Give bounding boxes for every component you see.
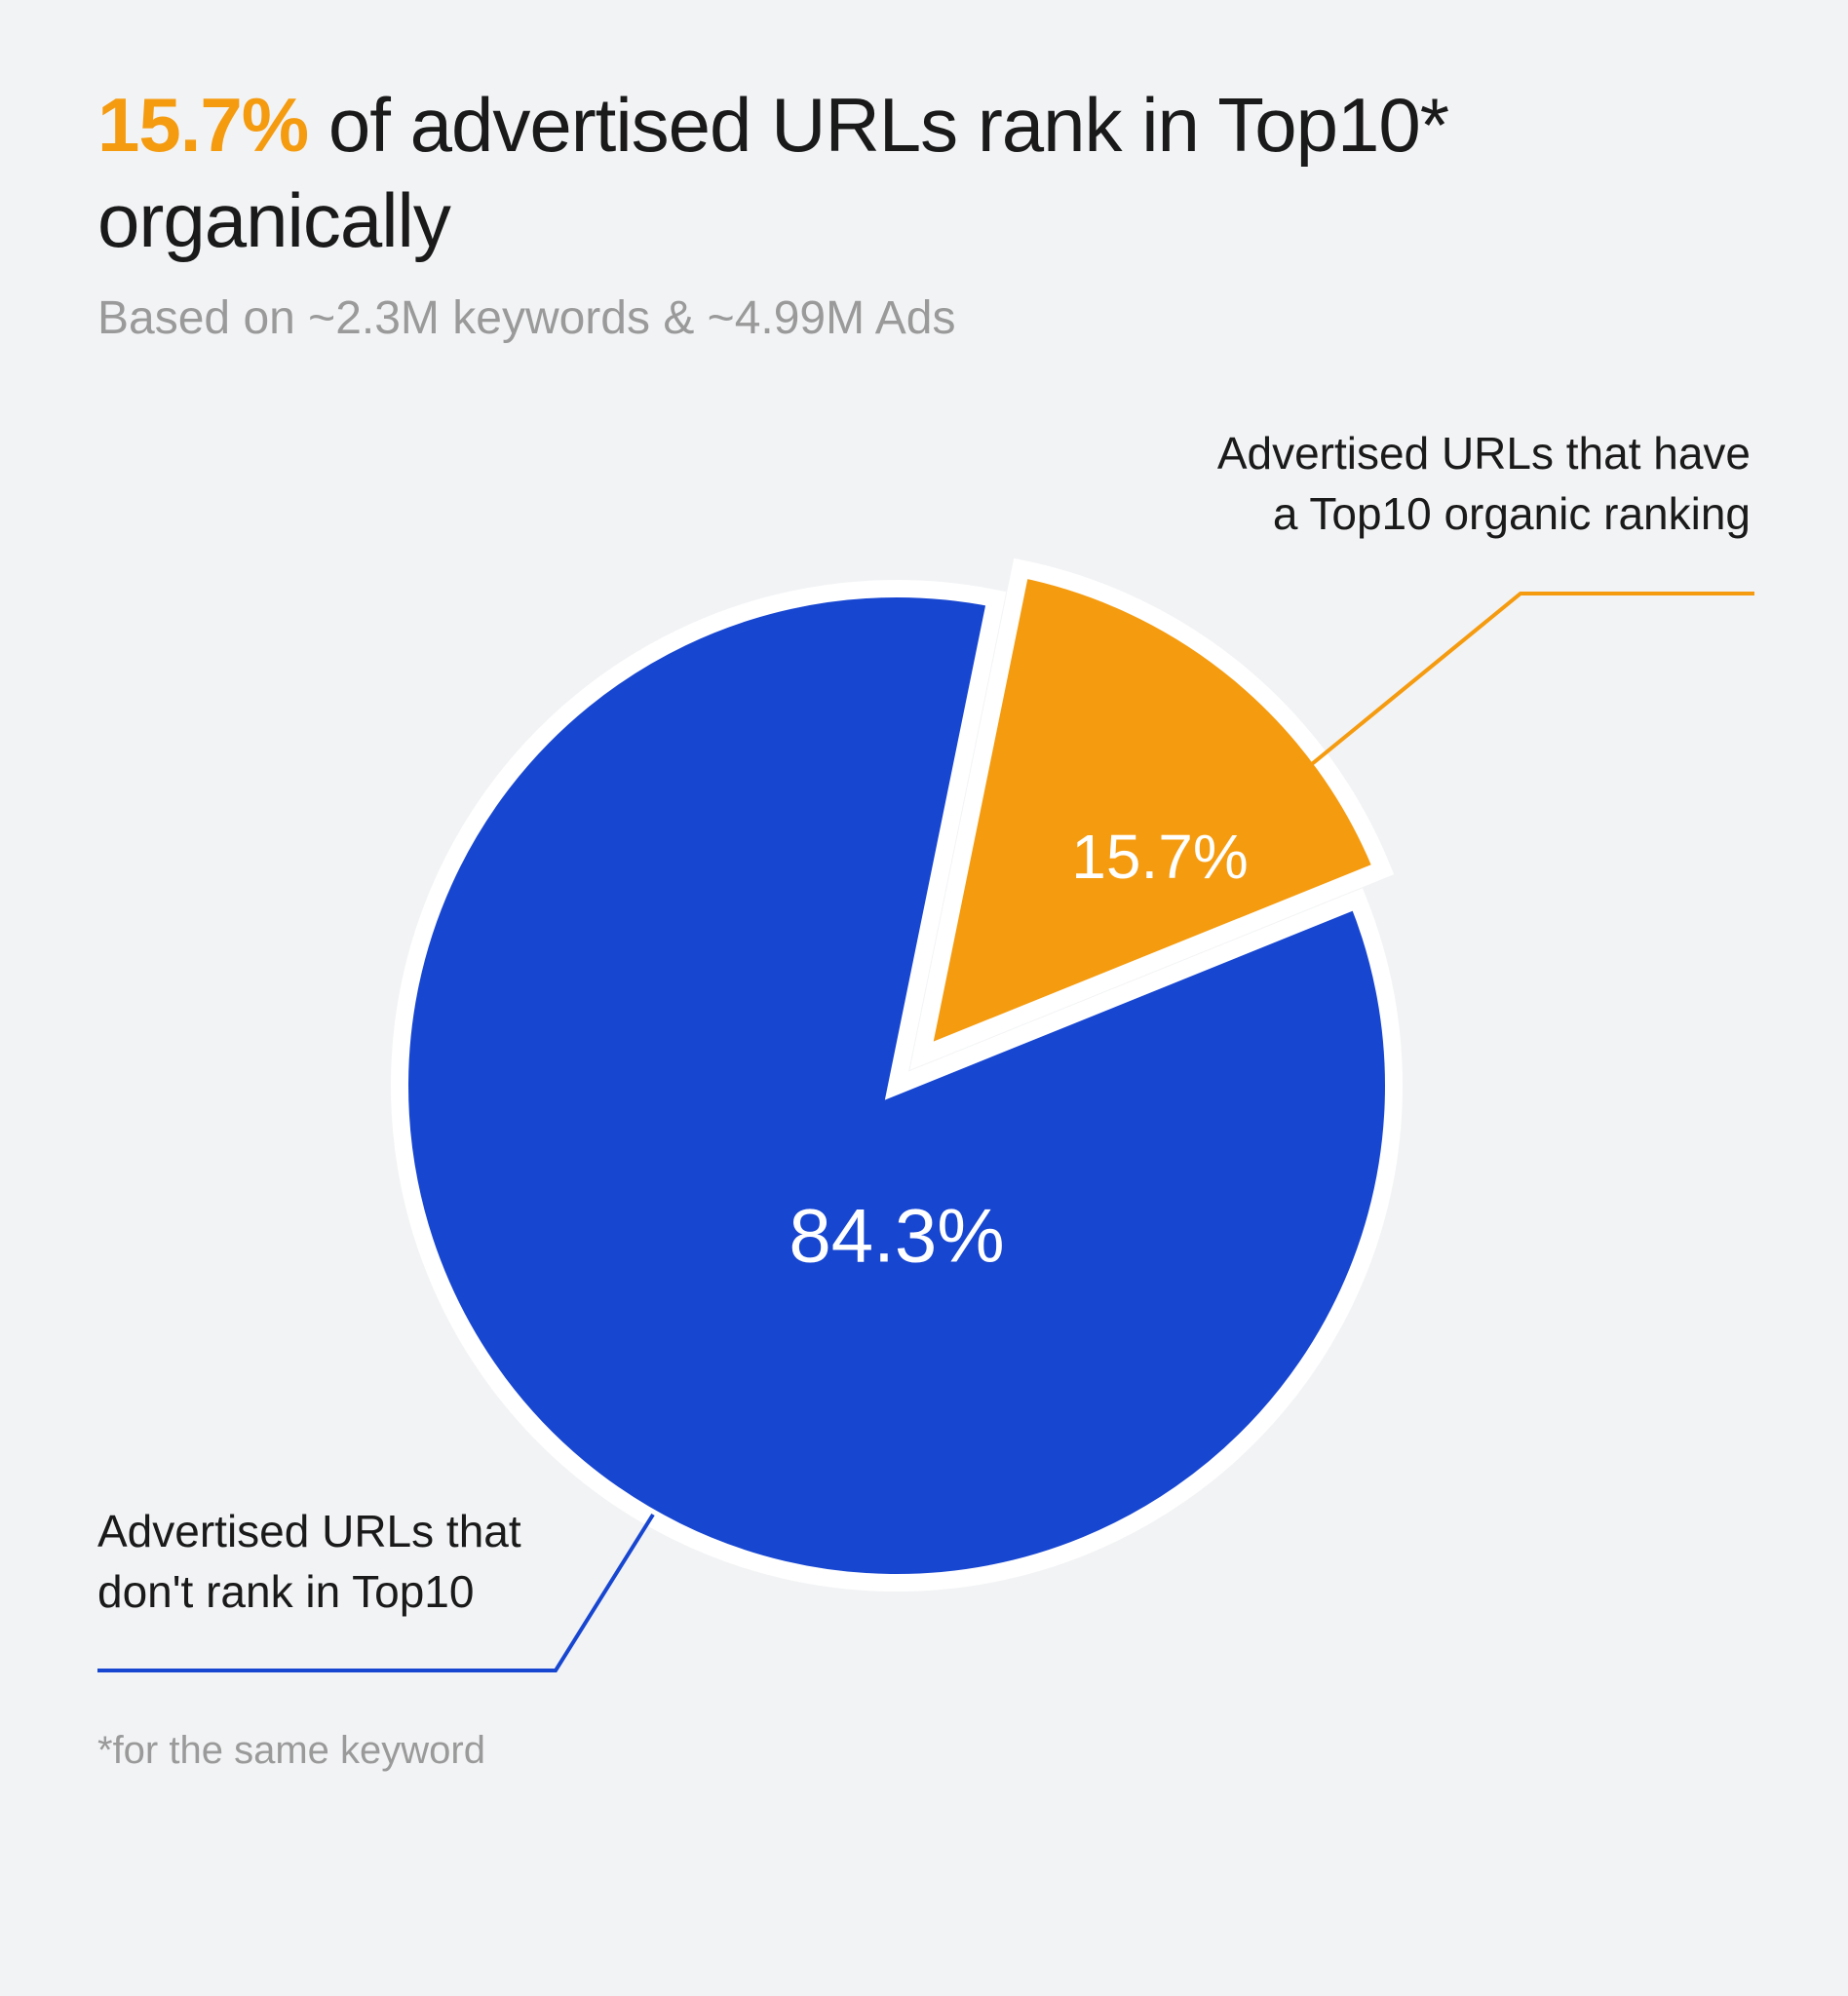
footnote: *for the same keyword xyxy=(97,1729,1751,1773)
chart-subtitle: Based on ~2.3M keywords & ~4.99M Ads xyxy=(97,291,1751,345)
chart-title: 15.7% of advertised URLs rank in Top10* … xyxy=(97,78,1751,268)
pie-chart-container: 84.3% 15.7% Advertised URLs that have a T… xyxy=(97,345,1751,1709)
callout-top10: Advertised URLs that have a Top10 organi… xyxy=(1217,423,1751,544)
pie-label-top10: 15.7% xyxy=(1071,822,1248,892)
callout-not-top10-line2: don't rank in Top10 xyxy=(97,1561,521,1622)
callout-top10-line2: a Top10 organic ranking xyxy=(1217,483,1751,544)
callout-not-top10: Advertised URLs that don't rank in Top10 xyxy=(97,1501,521,1622)
pie-label-not_top10: 84.3% xyxy=(789,1193,1004,1279)
callout-line-top xyxy=(1296,594,1754,777)
callout-top10-line1: Advertised URLs that have xyxy=(1217,423,1751,483)
callout-not-top10-line1: Advertised URLs that xyxy=(97,1501,521,1561)
title-highlight: 15.7% xyxy=(97,82,308,168)
